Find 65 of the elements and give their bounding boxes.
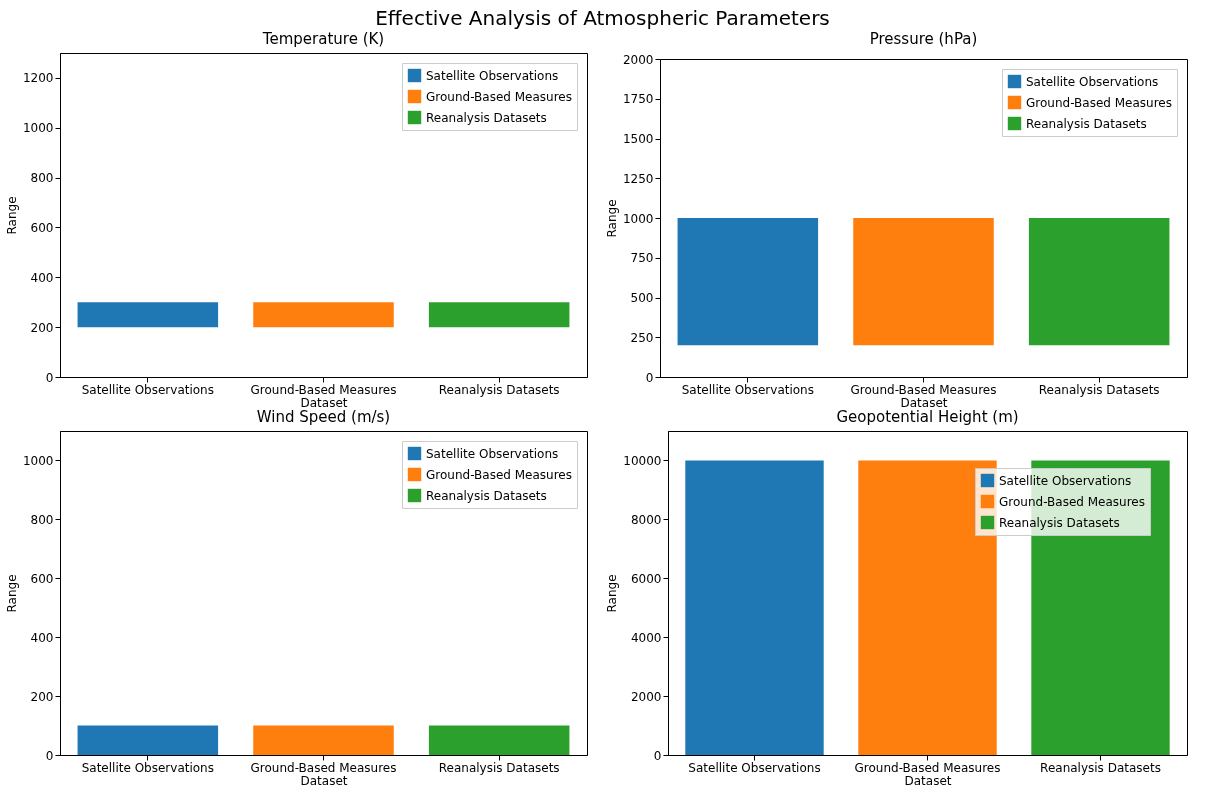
y-axis-title: Range xyxy=(4,574,19,613)
y-tick-label: 250 xyxy=(630,330,654,345)
chart-title: Temperature (K) xyxy=(261,30,385,48)
legend-label: Ground-Based Measures xyxy=(1026,95,1172,110)
y-tick-label: 600 xyxy=(30,220,54,235)
text: Effective Analysis of Atmospheric Parameters xyxy=(375,6,830,30)
x-tick-label: Satellite Observations xyxy=(681,382,814,397)
y-tick-label: 8000 xyxy=(630,512,662,527)
y-tick-label: 0 xyxy=(653,748,662,763)
y-tick-label: 800 xyxy=(30,171,54,186)
x-tick-label: Satellite Observations xyxy=(688,760,821,775)
y-tick-label: 1500 xyxy=(622,132,654,146)
legend-label: Reanalysis Datasets xyxy=(1026,116,1147,131)
y-tick-label: 200 xyxy=(30,689,54,704)
y-tick-label: 0 xyxy=(45,748,54,763)
y-tick-label: 1200 xyxy=(22,71,54,86)
legend-label: Ground-Based Measures xyxy=(426,467,572,482)
x-tick-label: Reanalysis Datasets xyxy=(438,382,560,397)
legend-label: Reanalysis Datasets xyxy=(426,110,547,125)
legend-label: Satellite Observations xyxy=(426,446,559,461)
x-axis-title: Dataset xyxy=(300,773,348,788)
y-tick-label: 2000 xyxy=(630,689,662,704)
x-tick-label: Ground-Based Measures xyxy=(250,760,397,775)
legend-label: Satellite Observations xyxy=(999,473,1132,488)
y-axis-title: Range xyxy=(604,199,619,238)
y-tick-label: 0 xyxy=(645,370,654,385)
legend-label: Satellite Observations xyxy=(1026,74,1159,89)
legend-label: Reanalysis Datasets xyxy=(426,488,547,503)
x-tick-label: Satellite Observations xyxy=(81,760,214,775)
y-tick-label: 800 xyxy=(30,512,54,527)
chart-title: Geopotential Height (m) xyxy=(836,408,1019,426)
y-tick-label: 400 xyxy=(30,630,54,645)
x-axis-title: Dataset xyxy=(900,395,948,410)
legend-label: Satellite Observations xyxy=(426,68,559,83)
y-tick-label: 1750 xyxy=(622,92,654,107)
legend-label: Reanalysis Datasets xyxy=(999,515,1120,530)
y-tick-label: 1000 xyxy=(22,453,54,468)
y-tick-label: 400 xyxy=(30,270,54,285)
y-tick-label: 6000 xyxy=(630,571,662,586)
y-tick-label: 1000 xyxy=(622,211,654,226)
x-tick-label: Ground-Based Measures xyxy=(250,382,397,397)
x-tick-label: Satellite Observations xyxy=(81,382,214,397)
y-axis-title: Range xyxy=(605,574,620,613)
y-tick-label: 1000 xyxy=(22,121,54,136)
x-tick-label: Ground-Based Measures xyxy=(850,382,997,397)
x-tick-label: Reanalysis Datasets xyxy=(1040,760,1161,775)
y-tick-label: 200 xyxy=(30,320,54,335)
y-tick-label: 10000 xyxy=(623,453,662,468)
legend-label: Ground-Based Measures xyxy=(426,89,572,104)
chart-title: Wind Speed (m/s) xyxy=(256,408,391,426)
x-axis-title: Dataset xyxy=(904,773,952,788)
x-axis-title: Dataset xyxy=(300,395,348,410)
x-tick-label: Reanalysis Datasets xyxy=(1038,382,1160,397)
y-tick-label: 750 xyxy=(630,251,654,266)
y-tick-label: 4000 xyxy=(630,630,662,645)
y-tick-label: 1250 xyxy=(622,171,654,186)
legend-label: Ground-Based Measures xyxy=(999,494,1145,509)
y-axis-title: Range xyxy=(4,196,19,235)
y-tick-label: 500 xyxy=(630,291,654,305)
y-tick-label: 600 xyxy=(30,571,54,586)
x-tick-label: Reanalysis Datasets xyxy=(438,760,560,775)
chart-title: Pressure (hPa) xyxy=(869,30,978,48)
y-tick-label: 0 xyxy=(45,370,54,385)
x-tick-label: Ground-Based Measures xyxy=(854,760,1001,775)
y-tick-label: 2000 xyxy=(622,52,654,67)
